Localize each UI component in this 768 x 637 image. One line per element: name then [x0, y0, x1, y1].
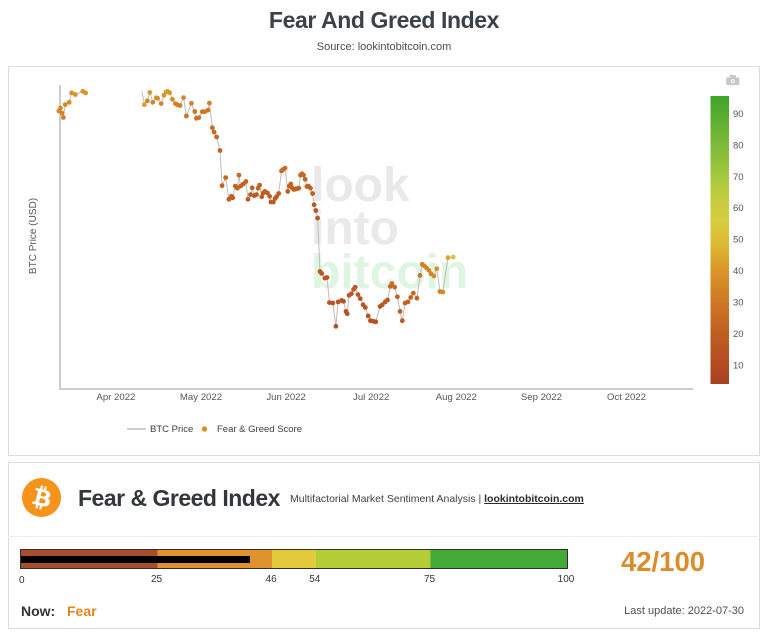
svg-text:60: 60 [733, 203, 744, 214]
svg-text:Sep 2022: Sep 2022 [521, 392, 562, 403]
svg-text:90: 90 [733, 109, 744, 120]
svg-text:Jun 2022: Jun 2022 [266, 392, 305, 403]
svg-text:20: 20 [733, 329, 744, 340]
svg-text:40: 40 [733, 266, 744, 277]
svg-text:BTC Price (USD): BTC Price (USD) [28, 198, 39, 274]
svg-text:50: 50 [733, 235, 744, 246]
svg-text:into: into [311, 202, 399, 255]
svg-text:Fear & Greed Score: Fear & Greed Score [217, 424, 302, 435]
svg-text:30: 30 [733, 298, 744, 309]
svg-text:Oct 2022: Oct 2022 [607, 392, 646, 403]
svg-text:70: 70 [733, 172, 744, 183]
svg-text:Aug 2022: Aug 2022 [436, 392, 477, 403]
svg-text:10: 10 [733, 360, 744, 371]
svg-text:look: look [311, 159, 410, 212]
svg-text:Apr 2022: Apr 2022 [96, 392, 135, 403]
svg-text:BTC Price: BTC Price [150, 424, 193, 435]
svg-text:80: 80 [733, 140, 744, 151]
svg-text:Jul 2022: Jul 2022 [353, 392, 389, 403]
svg-text:May 2022: May 2022 [180, 392, 222, 403]
